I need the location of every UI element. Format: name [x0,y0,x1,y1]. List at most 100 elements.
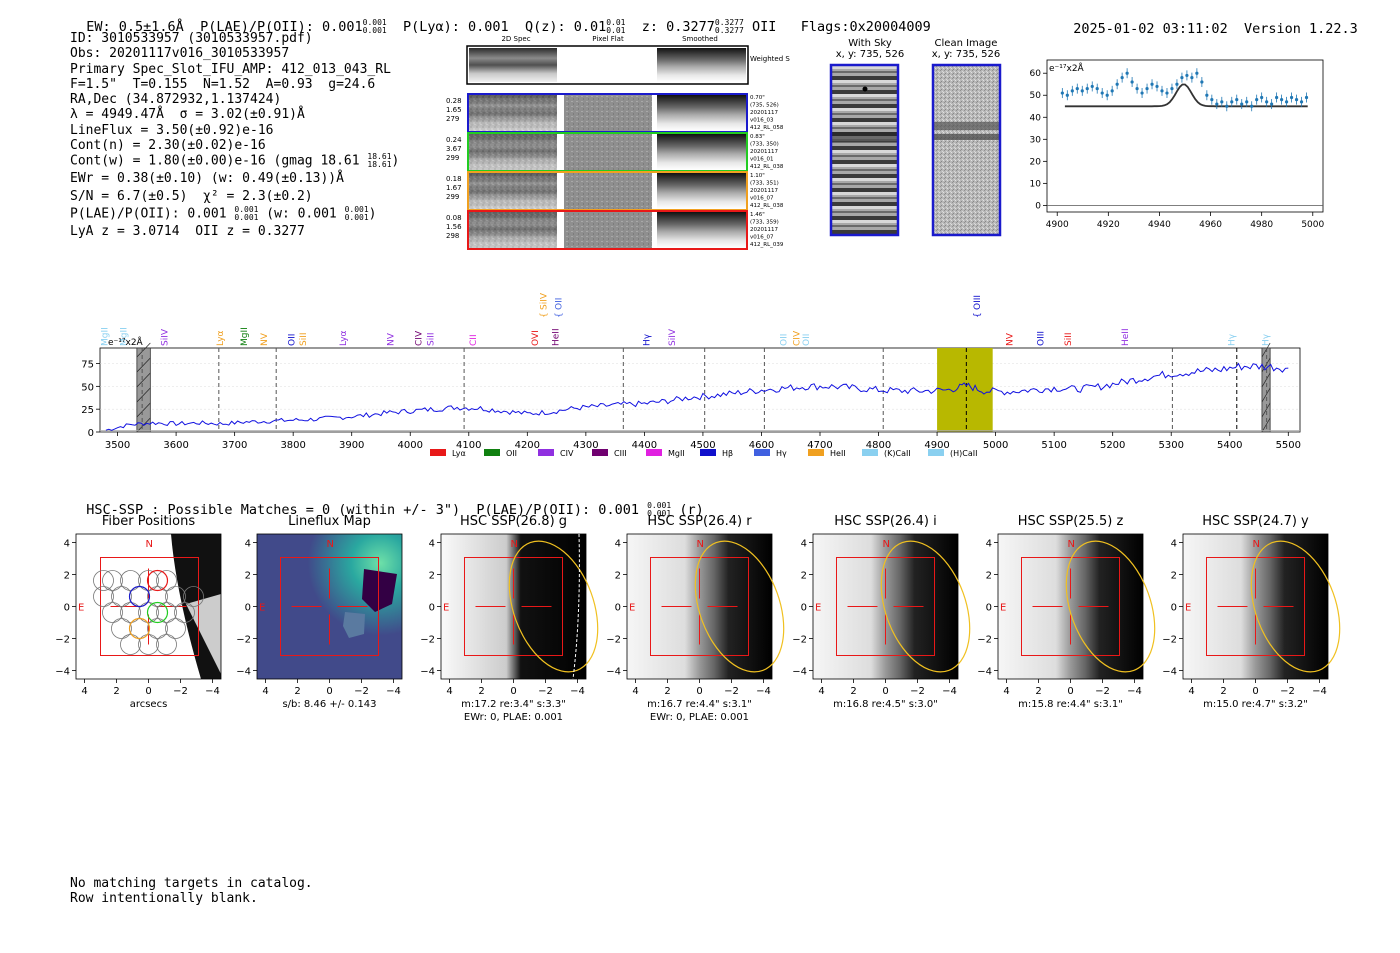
hsc-ytick-label: −2 [420,635,435,646]
spectrum-hatch-line [136,357,151,373]
zoom-data-point [1265,100,1269,104]
spectrum-line-label: MgII [119,327,129,346]
hsc-ytick-label: 4 [801,539,807,550]
fiber-green [146,601,169,624]
zoom-data-point [1170,87,1174,91]
hsc-ytick-label: 0 [986,603,992,614]
hsc-ytick-label: 4 [64,539,70,550]
spectrum-hatch-line [1261,402,1271,418]
hsc-aperture-box [1021,557,1120,656]
hsc-xtick-label: 2 [1220,686,1226,697]
hsc-panels: Fiber Positions N E 4 4 2 2 0 0 −2 −2 −4 −4 arcsecs Li… [55,514,1341,723]
spectrum-legend-swatch [646,449,662,456]
hsc-panel: HSC SSP(26.8) g N E 4 4 2 2 0 0 −2 −2 −4 −4 m:17.2 re… [420,514,599,723]
spectrum-legend-swatch [484,449,500,456]
cutout-row-right-text: v016_01 [750,157,774,163]
hsc-xtick-label: −2 [1280,686,1295,697]
zoom-data-point [1155,84,1159,89]
fiber-red [146,569,169,592]
header-version: Version 1.22.3 [1243,21,1358,37]
zoom-data-point [1135,87,1139,91]
zoom-data-point [1120,76,1124,80]
with-sky-title-text: With Sky [848,38,892,49]
zoom-data-point [1160,89,1164,93]
hsc-panel-caption: m:15.0 re:4.7" s:3.2" [1203,699,1308,710]
hsc-ytick-label: 2 [429,571,435,582]
spectrum-line-label: OII [554,298,564,310]
hsc-ytick-label: −2 [977,635,992,646]
hsc-ytick-label: 2 [986,571,992,582]
zoom-xtick-label: 4920 [1097,220,1120,230]
spectrum-legend-label: Hβ [722,449,733,458]
cutout-row-right-text: 0.70" [750,95,765,101]
fiber-circle [120,602,141,623]
zoom-data-point [1110,89,1114,93]
hsc-aperture-box [100,557,199,656]
spectrum-line-label: Hγ [1261,333,1271,346]
hsc-east-label: E [815,603,821,614]
hsc-xtick-label: −4 [1312,686,1327,697]
clean-coords: x, y: 735, 526 [931,49,1001,60]
zoom-data-point [1085,87,1089,91]
hsc-xtick-label: 0 [510,686,516,697]
cutout-row-left-text: 298 [446,232,459,240]
spectrum-line-label: OIII [973,295,983,310]
cutout-row-left-text: 3.67 [446,145,462,153]
cutout-row-left-text: 279 [446,115,459,123]
zoom-data-point [1115,82,1119,86]
hsc-ytick-label: 0 [1171,603,1177,614]
hsc-panel-title: HSC SSP(26.8) g [460,514,567,529]
hsc-xtick-label: 4 [1003,686,1009,697]
hsc-panel-title: HSC SSP(24.7) y [1202,514,1309,529]
cutout-row-left-text: 1.67 [446,184,462,192]
hsc-xtick-label: 4 [446,686,452,697]
hsc-panel-caption: m:16.8 re:4.5" s:3.0" [833,699,938,710]
zoom-ytick-label: 60 [1030,69,1042,79]
hsc-xtick-label: −2 [538,686,553,697]
info-id: ID: 3010533957 (3010533957.pdf) [70,31,313,46]
hsc-panel-title: HSC SSP(26.4) i [834,514,936,529]
zoom-xtick-label: 4900 [1046,220,1069,230]
zoom-ytick-label: 40 [1030,113,1042,123]
spectrum-hatch-line [1261,342,1271,358]
hsc-ytick-label: −4 [792,667,807,678]
info-block: ID: 3010533957 (3010533957.pdf) Obs: 202… [70,31,399,240]
hsc-lineflux-blob2 [343,612,365,638]
hsc-aperture-box [1206,557,1305,656]
cutout-row-left-text: 0.28 [446,97,462,105]
spectrum-hatch-line [136,387,151,403]
hsc-xtick-label: 0 [326,686,332,697]
spectrum-legend: Lyα OII CIV CIII MgII Hβ Hγ HeII (K)CaII (H)CaII [430,449,977,458]
hsc-panel: Fiber Positions N E 4 4 2 2 0 0 −2 −2 −4 −4 arcsecs [55,514,222,710]
info-contw-hi: 18.61 [367,152,392,162]
footer-line1: No matching targets in catalog. [70,876,313,891]
spectrum-line-label: Hγ [643,333,653,346]
spectrum-legend-swatch [700,449,716,456]
header-right: 2025-01-02 03:11:02 Version 1.22.3 [1057,5,1358,37]
fiber-circle [111,618,132,639]
spectrum-xtick-label: 4400 [632,440,657,451]
spectrum-legend-label: Lyα [452,449,466,458]
fiber-orange [128,617,151,640]
hsc-xtick-label: 2 [664,686,670,697]
spectrum-hatch-line [136,372,151,388]
hsc-ytick-label: 4 [1171,539,1177,550]
spectrum-line-label: SiIV [160,328,170,346]
zoom-data-point [1175,82,1179,86]
hsc-xtick-label: 2 [1035,686,1041,697]
fiber-circle [174,602,195,623]
hsc-xtick-label: 4 [818,686,824,697]
zoom-ytick-label: 0 [1035,201,1041,211]
hsc-aperture-box [280,557,379,656]
hsc-ytick-label: −4 [55,667,70,678]
hsc-east-label: E [443,603,449,614]
hsc-xtick-label: 4 [81,686,87,697]
hsc-ytick-label: 2 [245,571,251,582]
hsc-north-label: N [511,539,518,550]
spectrum-hatch-line [136,402,151,418]
spectrum-xtick-label: 3600 [163,440,188,451]
spectrum-line [105,362,1289,431]
spectrum-line-label: HeII [1121,328,1131,346]
fiber-circle [93,570,114,591]
zoom-ytick-label: 30 [1030,135,1042,145]
